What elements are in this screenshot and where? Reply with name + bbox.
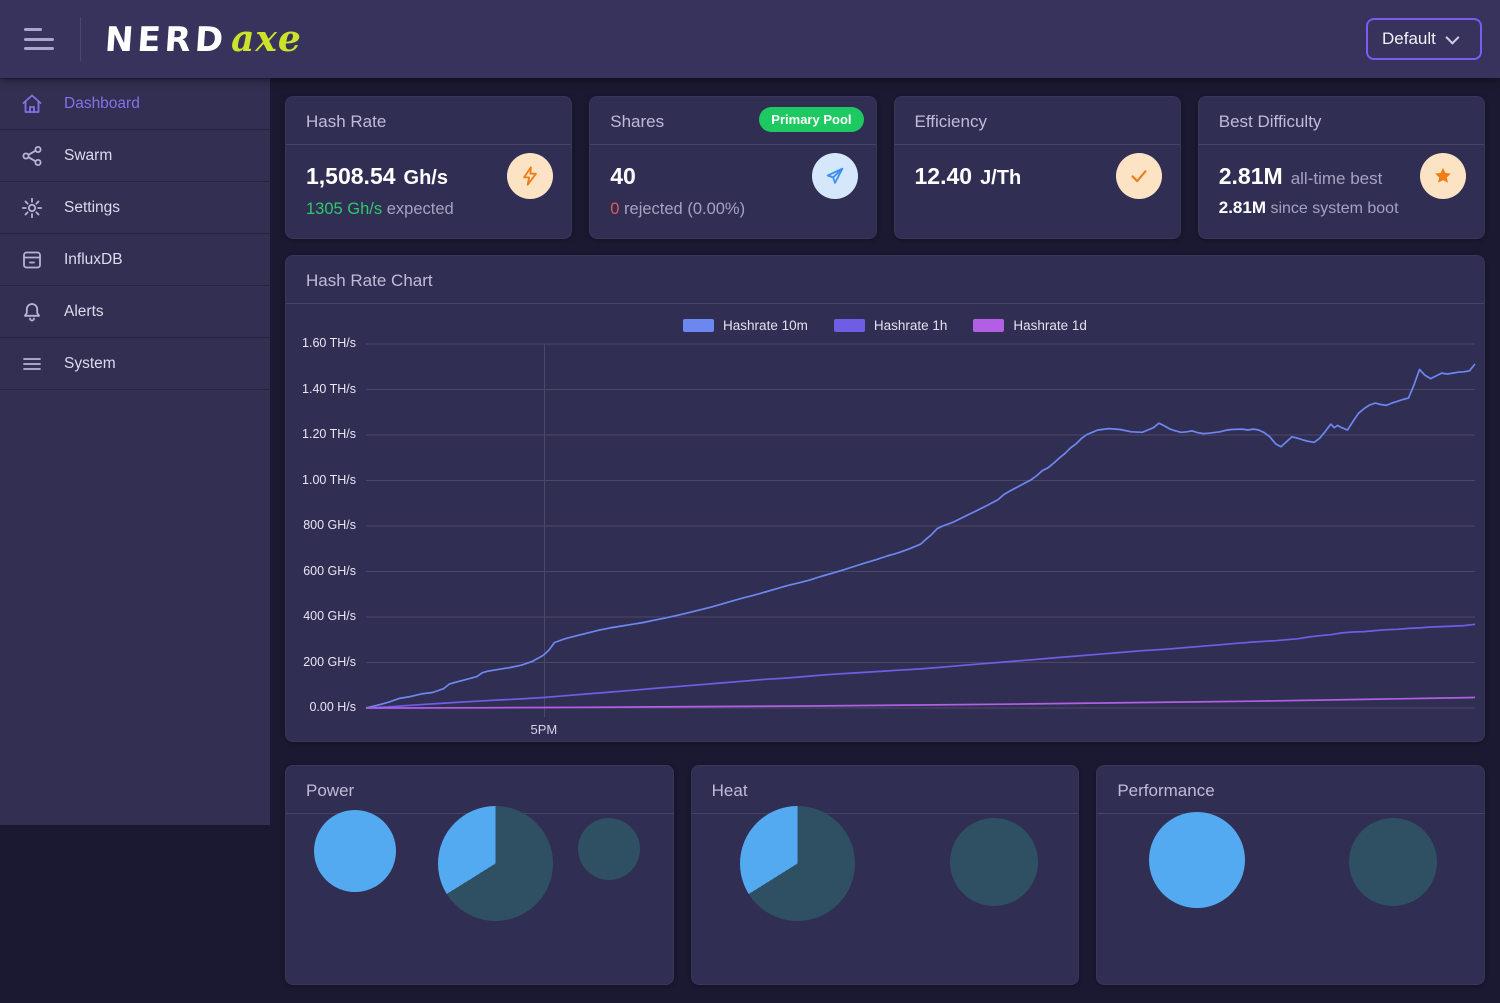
power-card: Power [285,765,674,985]
shares-value: 40 [610,163,636,190]
heat-gauge-2 [950,818,1038,906]
chart-title: Hash Rate Chart [286,256,1484,304]
y-tick-label: 800 GH/s [286,518,356,532]
main-content: Hash Rate 1,508.54 Gh/s 1305 Gh/s expect… [270,78,1500,1003]
boot-difficulty-value: 2.81M [1219,198,1266,217]
menu-icon[interactable] [24,28,54,50]
card-title: Hash Rate [286,97,571,145]
best-difficulty-value: 2.81M [1219,163,1283,190]
sidebar-item-label: Swarm [64,147,112,165]
bolt-icon [507,153,553,199]
legend-label: Hashrate 1h [874,318,948,333]
app-logo: NERD axe [105,18,302,60]
chevron-down-icon [1445,31,1459,45]
performance-gauge-1 [1149,812,1245,908]
rejected-percent: (0.00%) [687,200,745,218]
chart-legend: Hashrate 10m Hashrate 1h Hashrate 1d [286,315,1484,335]
expected-label: expected [387,200,454,218]
legend-label: Hashrate 10m [723,318,808,333]
sidebar-item-label: InfluxDB [64,251,123,269]
best-difficulty-caption: all-time best [1291,169,1383,189]
share-icon [20,144,44,168]
database-icon [20,248,44,272]
legend-item-hashrate-1h[interactable]: Hashrate 1h [834,318,948,333]
top-header: NERD axe Default [0,0,1500,78]
performance-card: Performance [1096,765,1485,985]
heat-card: Heat [691,765,1080,985]
legend-swatch [834,319,865,332]
legend-swatch [683,319,714,332]
card-title: Best Difficulty [1199,97,1484,145]
sidebar-item-label: System [64,355,116,373]
profile-dropdown-label: Default [1382,29,1436,49]
expected-value: 1305 Gh/s [306,200,382,218]
legend-label: Hashrate 1d [1013,318,1087,333]
bell-icon [20,300,44,324]
profile-dropdown[interactable]: Default [1366,18,1482,60]
logo-text-primary: NERD [104,20,229,60]
legend-item-hashrate-10m[interactable]: Hashrate 10m [683,318,808,333]
heat-gauge-1 [740,806,855,921]
hash-rate-unit: Gh/s [404,167,448,190]
sidebar-item-system[interactable]: System [0,338,270,390]
efficiency-value: 12.40 [915,163,973,190]
sidebar-item-label: Alerts [64,303,104,321]
y-tick-label: 400 GH/s [286,609,356,623]
home-icon [20,92,44,116]
star-icon [1420,153,1466,199]
card-title: Efficiency [895,97,1180,145]
sidebar-item-dashboard[interactable]: Dashboard [0,78,270,130]
card-title: Heat [692,766,1079,814]
sidebar-item-settings[interactable]: Settings [0,182,270,234]
check-icon [1116,153,1162,199]
stats-row: Hash Rate 1,508.54 Gh/s 1305 Gh/s expect… [285,96,1485,239]
efficiency-card: Efficiency 12.40 J/Th [894,96,1181,239]
sidebar-item-label: Dashboard [64,95,140,113]
power-gauge-2 [438,806,553,921]
sidebar-item-label: Settings [64,199,120,217]
bottom-row: Power Heat Performance [285,765,1485,985]
hash-rate-chart-card: Hash Rate Chart Hashrate 10m Hashrate 1h… [285,255,1485,742]
shares-card: Shares Primary Pool 40 0 rejected (0.00%… [589,96,876,239]
gear-icon [20,196,44,220]
y-tick-label: 200 GH/s [286,655,356,669]
power-gauge-1 [314,810,396,892]
boot-difficulty-caption: since system boot [1270,200,1398,217]
y-tick-label: 1.20 TH/s [286,427,356,441]
power-gauge-3 [578,818,640,880]
performance-gauge-2 [1349,818,1437,906]
best-difficulty-card: Best Difficulty 2.81M all-time best 2.81… [1198,96,1485,239]
x-tick-label: 5PM [531,722,558,737]
hash-rate-card: Hash Rate 1,508.54 Gh/s 1305 Gh/s expect… [285,96,572,239]
y-tick-label: 1.00 TH/s [286,473,356,487]
list-icon [20,352,44,376]
efficiency-unit: J/Th [980,167,1021,190]
sidebar-item-swarm[interactable]: Swarm [0,130,270,182]
y-tick-label: 1.40 TH/s [286,382,356,396]
rejected-count: 0 [610,200,619,218]
y-tick-label: 600 GH/s [286,564,356,578]
sidebar: Dashboard Swarm Settings InfluxDB Alerts… [0,78,270,825]
primary-pool-badge: Primary Pool [759,107,863,132]
rejected-label: rejected [624,200,683,218]
sidebar-item-influxdb[interactable]: InfluxDB [0,234,270,286]
logo-text-secondary: axe [231,18,302,60]
hash-rate-value: 1,508.54 [306,163,396,190]
card-title: Performance [1097,766,1484,814]
legend-item-hashrate-1d[interactable]: Hashrate 1d [973,318,1087,333]
card-title: Power [286,766,673,814]
sidebar-item-alerts[interactable]: Alerts [0,286,270,338]
line-chart [366,344,1475,719]
y-tick-label: 1.60 TH/s [286,336,356,350]
send-icon [812,153,858,199]
legend-swatch [973,319,1004,332]
header-divider [80,17,81,61]
y-tick-label: 0.00 H/s [286,700,356,714]
